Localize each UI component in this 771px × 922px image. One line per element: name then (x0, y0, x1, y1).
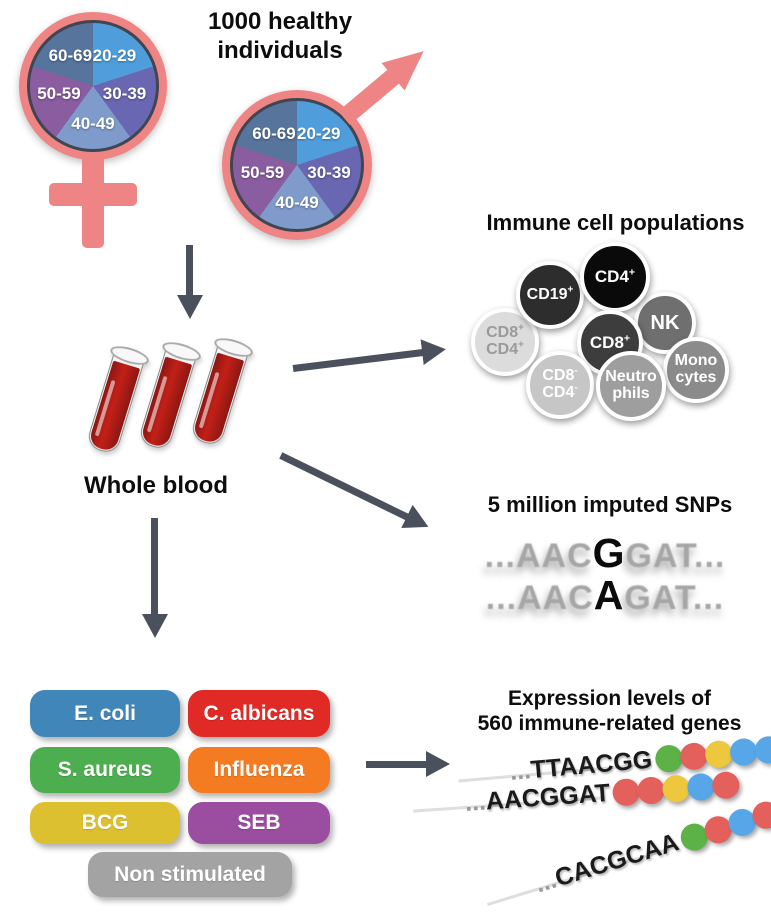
arrowhead (426, 751, 450, 777)
snp-bases: GAT... (625, 537, 726, 575)
cell-monocytes: Mono cytes (663, 337, 729, 403)
cell-label: CD8+ (486, 322, 524, 342)
gene-dot (703, 739, 733, 769)
cell-label: phils (612, 385, 650, 402)
pie-label: 20-29 (92, 45, 137, 65)
age-pie-female: 20-29 30-39 40-49 50-59 60-69 (27, 20, 159, 152)
gene-dot (661, 774, 691, 804)
cell-label: CD4- (542, 382, 578, 401)
gene-dot (711, 770, 741, 800)
pie-label: 30-39 (102, 83, 147, 103)
cell-cd19: CD19+ (516, 261, 584, 329)
cell-nk: NK (634, 292, 696, 354)
snp-bases: ...AAC (485, 579, 594, 617)
expression-dots (612, 770, 741, 807)
stimulus-saureus: S. aureus (30, 747, 180, 793)
tube-blood (139, 356, 193, 449)
stimulus-seb: SEB (188, 802, 330, 844)
male-symbol-icon: 20-29 30-39 40-49 50-59 60-69 (222, 90, 372, 240)
cell-cd8neg-cd4neg: CD8- CD4- (526, 351, 594, 419)
whole-blood-label: Whole blood (84, 472, 228, 499)
pie-label: 60-69 (48, 45, 93, 65)
pie-label: 30-39 (307, 162, 351, 182)
gene-dot (637, 776, 666, 805)
cell-cd4: CD4+ (580, 242, 650, 312)
arrow-shaft (186, 245, 193, 295)
gene-dot (728, 737, 758, 767)
cell-label: Neutro (605, 368, 657, 386)
snp-variant-base: A (593, 572, 625, 618)
cell-label: Mono (674, 352, 718, 370)
cell-label: cytes (675, 369, 717, 386)
cell-label: NK (650, 311, 680, 334)
pie-label: 50-59 (240, 162, 285, 182)
cell-label: CD8- (542, 365, 578, 385)
expression-title: Expression levels of 560 immune-related … (448, 686, 771, 736)
immune-cells-title: Immune cell populations (486, 210, 745, 235)
snp-bases: ...AAC (484, 537, 593, 575)
tube-blood (87, 360, 141, 453)
arrowhead (420, 336, 447, 365)
female-symbol-icon: 20-29 30-39 40-49 50-59 60-69 (19, 12, 167, 160)
cell-label: CD4+ (594, 266, 636, 287)
gene-dot (678, 741, 709, 772)
gene-prefix: ... (508, 756, 532, 786)
pie-label: 40-49 (71, 113, 115, 133)
arrow-shaft (151, 518, 158, 616)
stimulus-calbicans: C. albicans (188, 690, 330, 737)
cell-label: CD8+ (589, 332, 631, 353)
gene-dot (753, 735, 771, 765)
pie-label: 50-59 (37, 83, 81, 103)
snp-sequence: ...AACAGAT... (440, 572, 770, 619)
blood-to-snps-arrow-icon (275, 443, 286, 466)
expression-dots (653, 735, 771, 774)
population-title: 1000 healthy individuals (207, 8, 353, 64)
pie-label: 20-29 (297, 124, 341, 144)
cell-label: CD19+ (526, 284, 574, 303)
gene-prefix: ... (463, 787, 487, 817)
tube-blood (191, 352, 245, 445)
snps-title: 5 million imputed SNPs (487, 492, 733, 517)
snp-sequence: ...AACGGAT... (440, 530, 770, 577)
arrowhead (401, 505, 434, 539)
gene-dot (686, 772, 716, 802)
expression-title-line1: Expression levels of (507, 687, 712, 710)
snp-variant-base: G (592, 530, 626, 576)
female-symbol-crossbar (49, 183, 137, 206)
arrowhead (177, 295, 203, 319)
pie-label: 60-69 (252, 124, 296, 144)
arrow-shaft (292, 348, 425, 372)
stimulus-bcg: BCG (30, 802, 180, 844)
gene-dot (612, 777, 641, 807)
stimulus-ecoli: E. coli (30, 690, 180, 737)
cell-neutrophils: Neutro phils (596, 351, 666, 421)
arrow-shaft (366, 761, 428, 768)
snp-bases: GAT... (624, 579, 725, 617)
pie-label: 40-49 (275, 193, 319, 213)
cell-label: CD4+ (486, 339, 524, 358)
stimulus-influenza: Influenza (188, 747, 330, 793)
gene-sequence: CACGCAA (551, 828, 683, 893)
gene-sequence: AACGGAT (484, 778, 611, 816)
expression-title-line2: 560 immune-related genes (477, 712, 742, 736)
gene-dot (653, 744, 684, 774)
stimulus-non-stimulated: Non stimulated (88, 852, 292, 897)
arrow-shaft (279, 452, 410, 521)
arrowhead (142, 614, 168, 638)
age-pie-male: 20-29 30-39 40-49 50-59 60-69 (230, 98, 364, 232)
blood-to-cells-arrow-icon (291, 355, 294, 381)
